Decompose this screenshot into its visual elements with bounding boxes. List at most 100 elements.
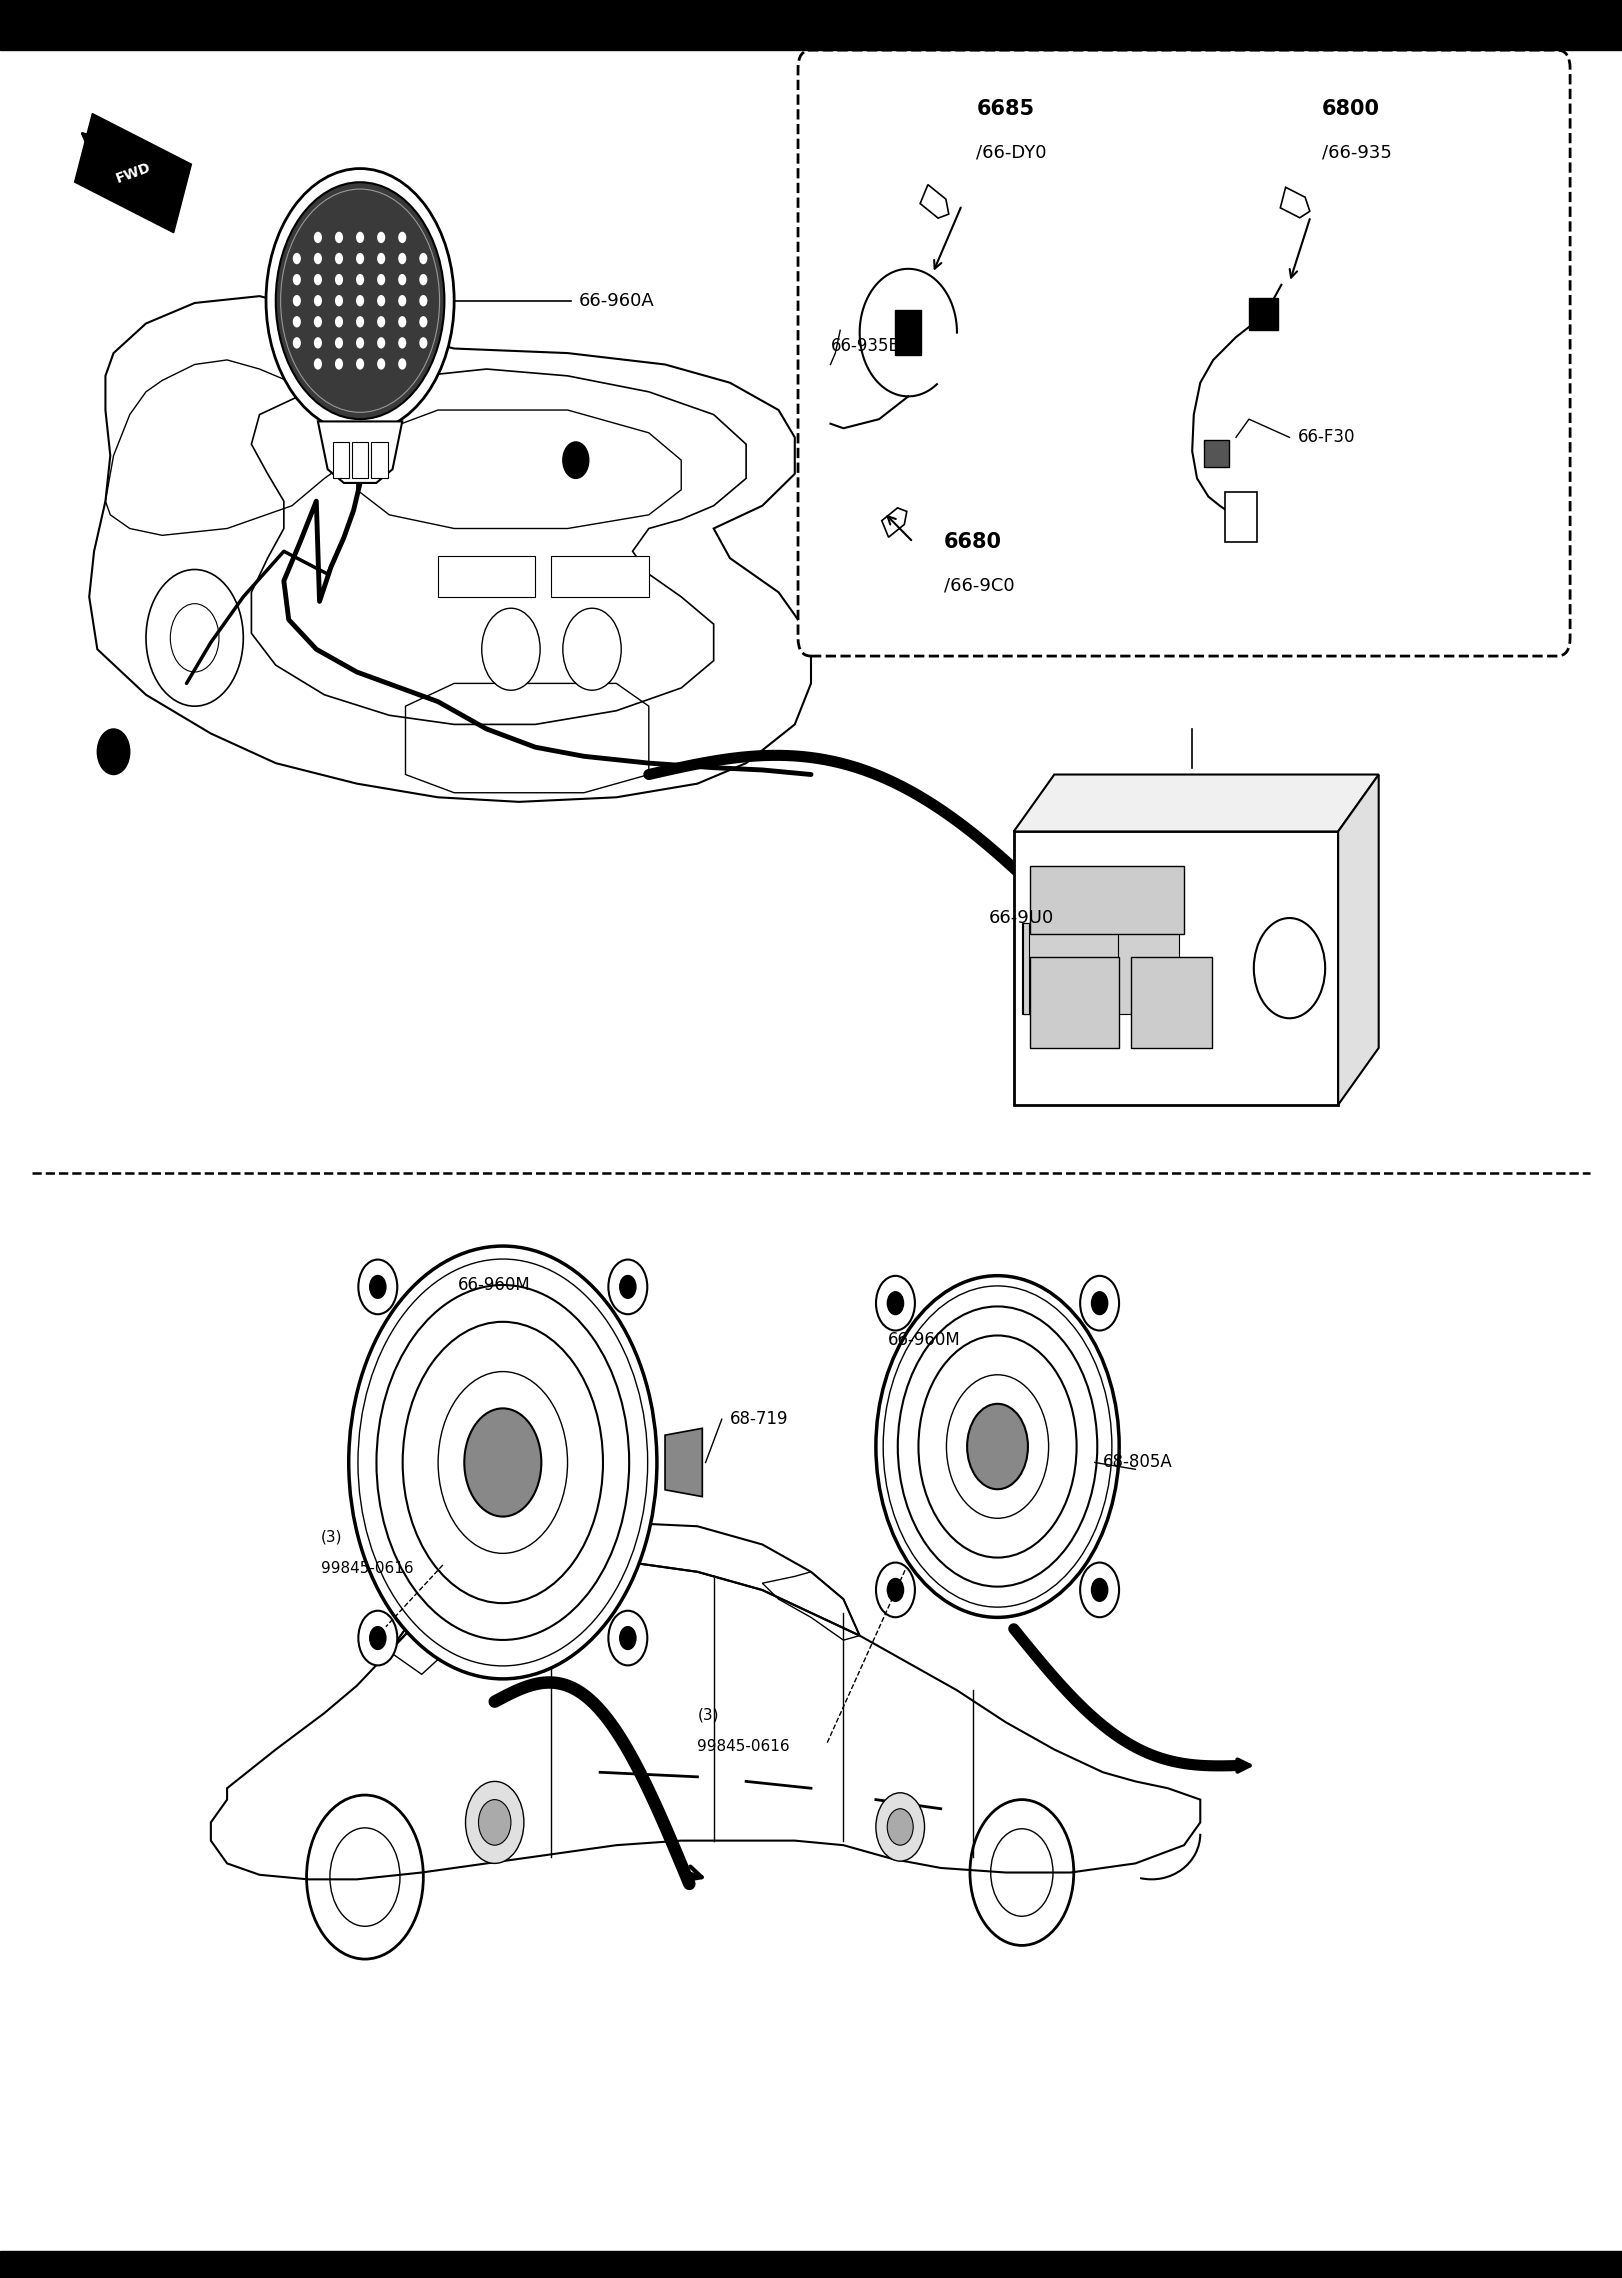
Bar (371, 442, 388, 478)
Circle shape (478, 1800, 511, 1845)
Circle shape (313, 232, 323, 244)
Circle shape (563, 442, 589, 478)
Circle shape (376, 317, 386, 328)
Bar (1030, 866, 1184, 934)
Polygon shape (665, 1428, 702, 1497)
Bar (551, 556, 649, 597)
Circle shape (1092, 1292, 1108, 1314)
Circle shape (482, 608, 540, 690)
Circle shape (334, 294, 344, 305)
Circle shape (313, 317, 323, 328)
Text: 6685: 6685 (976, 100, 1035, 118)
Bar (1204, 440, 1229, 467)
Circle shape (464, 1408, 542, 1517)
Circle shape (1254, 918, 1325, 1018)
Bar (1225, 492, 1257, 542)
Circle shape (376, 273, 386, 285)
Bar (1023, 923, 1088, 1014)
FancyBboxPatch shape (798, 50, 1570, 656)
Circle shape (294, 317, 302, 328)
Circle shape (608, 1260, 647, 1314)
Circle shape (887, 1292, 903, 1314)
Circle shape (357, 273, 365, 285)
Circle shape (397, 273, 406, 285)
Polygon shape (1014, 775, 1379, 831)
Circle shape (294, 253, 302, 264)
Circle shape (397, 253, 406, 264)
Circle shape (334, 273, 344, 285)
Circle shape (334, 337, 344, 349)
Bar (352, 442, 368, 478)
Circle shape (397, 317, 406, 328)
Bar (1033, 923, 1179, 1014)
Circle shape (563, 608, 621, 690)
Circle shape (1080, 1563, 1119, 1617)
Circle shape (313, 358, 323, 369)
Circle shape (887, 1579, 903, 1601)
Circle shape (358, 1611, 397, 1665)
Text: 99845-0616: 99845-0616 (321, 1560, 414, 1576)
Circle shape (358, 1260, 397, 1314)
Circle shape (334, 232, 344, 244)
Text: /66-9C0: /66-9C0 (944, 576, 1015, 595)
Text: (3): (3) (697, 1706, 719, 1722)
Text: 66-960M: 66-960M (889, 1330, 960, 1349)
Polygon shape (318, 421, 402, 483)
Circle shape (313, 253, 323, 264)
Text: 99845-0616: 99845-0616 (697, 1738, 790, 1754)
Circle shape (313, 294, 323, 305)
Circle shape (294, 294, 302, 305)
Text: 6800: 6800 (1322, 100, 1380, 118)
Text: 66-F30: 66-F30 (1298, 428, 1354, 446)
Bar (1131, 957, 1212, 1048)
Circle shape (334, 253, 344, 264)
Circle shape (370, 1626, 386, 1649)
Circle shape (376, 253, 386, 264)
Bar (1249, 298, 1278, 330)
Circle shape (466, 1781, 524, 1863)
Bar (1022, 923, 1087, 1014)
Circle shape (313, 337, 323, 349)
Text: 66-9U0: 66-9U0 (989, 909, 1054, 927)
Circle shape (397, 358, 406, 369)
Circle shape (334, 358, 344, 369)
Circle shape (294, 337, 302, 349)
Bar (0, 2251, 1622, 2278)
Circle shape (357, 337, 365, 349)
Circle shape (357, 317, 365, 328)
Circle shape (397, 337, 406, 349)
Text: 66-960A: 66-960A (579, 292, 655, 310)
Circle shape (294, 273, 302, 285)
Text: 66-935B: 66-935B (830, 337, 900, 355)
Circle shape (876, 1276, 1119, 1617)
Text: 68-719: 68-719 (730, 1410, 788, 1428)
Bar (0, 0, 1622, 50)
Circle shape (376, 337, 386, 349)
Circle shape (620, 1276, 636, 1298)
Circle shape (876, 1276, 915, 1330)
Circle shape (887, 1809, 913, 1845)
Polygon shape (882, 508, 907, 538)
Text: /66-DY0: /66-DY0 (976, 144, 1046, 162)
Circle shape (357, 358, 365, 369)
Text: 68-805A: 68-805A (1103, 1453, 1173, 1472)
Circle shape (266, 169, 454, 433)
Circle shape (349, 1246, 657, 1679)
Circle shape (967, 1403, 1028, 1490)
Circle shape (1080, 1276, 1119, 1330)
Circle shape (357, 232, 365, 244)
Circle shape (620, 1626, 636, 1649)
Text: 6680: 6680 (944, 533, 1002, 551)
Bar (1028, 923, 1119, 1014)
Circle shape (397, 232, 406, 244)
Circle shape (97, 729, 130, 775)
Circle shape (418, 294, 428, 305)
Bar (438, 556, 535, 597)
Circle shape (418, 337, 428, 349)
Circle shape (334, 317, 344, 328)
Bar (1023, 923, 1118, 1014)
Bar (333, 442, 349, 478)
Text: (3): (3) (321, 1529, 342, 1544)
Circle shape (370, 1276, 386, 1298)
Circle shape (357, 253, 365, 264)
